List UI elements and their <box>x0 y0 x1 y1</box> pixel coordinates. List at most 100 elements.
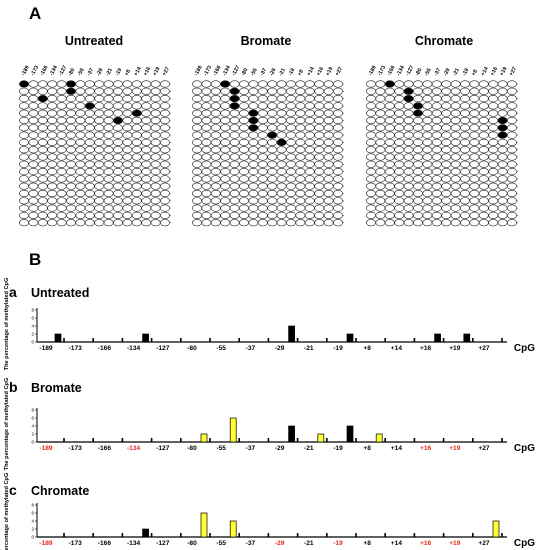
unmethylated-cpg <box>507 219 517 227</box>
unmethylated-cpg <box>122 87 133 95</box>
bar-minus21 <box>317 433 325 443</box>
unmethylated-cpg <box>201 182 212 190</box>
bar-minus55 <box>229 417 237 443</box>
unmethylated-cpg <box>122 197 133 205</box>
unmethylated-cpg <box>122 138 133 146</box>
x-tick-label: -29 <box>275 345 285 352</box>
unmethylated-cpg <box>276 131 287 139</box>
unmethylated-cpg <box>267 197 278 205</box>
unmethylated-cpg <box>469 197 480 205</box>
unmethylated-cpg <box>56 160 67 168</box>
unmethylated-cpg <box>497 80 508 88</box>
unmethylated-cpg <box>160 87 170 95</box>
unmethylated-cpg <box>413 211 423 219</box>
unmethylated-cpg <box>469 131 480 139</box>
unmethylated-cpg <box>431 94 442 103</box>
unmethylated-cpg <box>276 182 287 190</box>
unmethylated-cpg <box>248 175 259 183</box>
unmethylated-cpg <box>333 182 343 190</box>
unmethylated-cpg <box>113 204 123 212</box>
grid-column-label: -37 <box>259 67 268 77</box>
unmethylated-cpg <box>37 102 48 110</box>
unmethylated-cpg <box>141 146 152 154</box>
unmethylated-cpg <box>469 182 480 190</box>
methylated-cpg <box>37 94 48 103</box>
unmethylated-cpg <box>160 116 170 125</box>
unmethylated-cpg <box>229 175 240 183</box>
unmethylated-cpg <box>323 204 334 212</box>
grid-column-label: -166 <box>386 65 396 77</box>
unmethylated-cpg <box>267 94 278 103</box>
unmethylated-cpg <box>66 116 76 125</box>
unmethylated-cpg <box>431 124 442 132</box>
unmethylated-cpg <box>150 131 161 139</box>
unmethylated-cpg <box>122 153 133 161</box>
methylated-cpg <box>267 131 278 139</box>
unmethylated-cpg <box>131 146 142 154</box>
unmethylated-cpg <box>267 153 278 161</box>
unmethylated-cpg <box>229 160 240 168</box>
unmethylated-cpg <box>403 116 414 125</box>
unmethylated-cpg <box>413 153 423 161</box>
unmethylated-cpg <box>403 189 414 198</box>
unmethylated-cpg <box>488 219 499 227</box>
unmethylated-cpg <box>469 189 480 198</box>
unmethylated-cpg <box>37 189 48 198</box>
unmethylated-cpg <box>323 124 334 132</box>
unmethylated-cpg <box>103 116 114 125</box>
unmethylated-cpg <box>431 197 442 205</box>
unmethylated-cpg <box>229 138 240 146</box>
unmethylated-cpg <box>384 175 395 183</box>
unmethylated-cpg <box>150 146 161 154</box>
unmethylated-cpg <box>113 138 123 146</box>
unmethylated-cpg <box>431 175 442 183</box>
x-tick-label: -166 <box>98 540 112 547</box>
grid-column-label: +27 <box>508 66 518 77</box>
unmethylated-cpg <box>323 189 334 198</box>
unmethylated-cpg <box>66 182 76 190</box>
methylated-cpg <box>248 124 259 132</box>
unmethylated-cpg <box>478 175 489 183</box>
x-tick-label: +14 <box>391 345 403 352</box>
unmethylated-cpg <box>488 211 499 219</box>
unmethylated-cpg <box>257 138 268 146</box>
unmethylated-cpg <box>450 182 461 190</box>
unmethylated-cpg <box>497 153 508 161</box>
unmethylated-cpg <box>276 124 287 132</box>
unmethylated-cpg <box>75 109 86 117</box>
unmethylated-cpg <box>422 211 433 219</box>
chart-panel-letter: c <box>9 482 17 498</box>
unmethylated-cpg <box>103 204 114 212</box>
unmethylated-cpg <box>94 109 105 117</box>
unmethylated-cpg <box>431 116 442 125</box>
unmethylated-cpg <box>192 182 202 190</box>
x-tick-label: +14 <box>391 540 403 547</box>
unmethylated-cpg <box>220 109 231 117</box>
grid-column-label: -80 <box>414 67 423 77</box>
unmethylated-cpg <box>507 102 517 110</box>
unmethylated-cpg <box>160 102 170 110</box>
unmethylated-cpg <box>103 94 114 103</box>
unmethylated-cpg <box>192 124 202 132</box>
unmethylated-cpg <box>84 80 95 88</box>
x-tick-label: -55 <box>216 345 226 352</box>
unmethylated-cpg <box>248 197 259 205</box>
x-axis-label: CpG <box>514 538 535 549</box>
unmethylated-cpg <box>333 102 343 110</box>
x-tick-label: -127 <box>156 540 170 547</box>
unmethylated-cpg <box>160 138 170 146</box>
unmethylated-cpg <box>431 204 442 212</box>
grid-column-label: -134 <box>222 65 232 77</box>
unmethylated-cpg <box>141 168 152 176</box>
unmethylated-cpg <box>28 87 39 95</box>
unmethylated-cpg <box>192 116 202 125</box>
unmethylated-cpg <box>248 204 259 212</box>
unmethylated-cpg <box>239 211 249 219</box>
unmethylated-cpg <box>192 109 202 117</box>
grid-title: Chromate <box>415 34 473 48</box>
unmethylated-cpg <box>192 102 202 110</box>
unmethylated-cpg <box>375 219 386 227</box>
unmethylated-cpg <box>192 131 202 139</box>
unmethylated-cpg <box>28 94 39 103</box>
unmethylated-cpg <box>488 168 499 176</box>
